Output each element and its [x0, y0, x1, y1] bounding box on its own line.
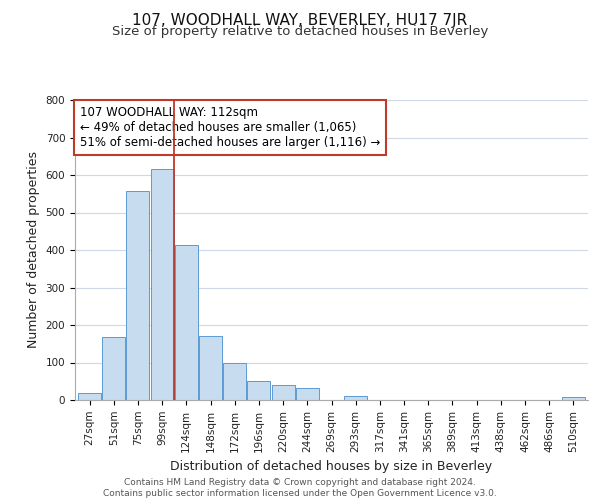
Y-axis label: Number of detached properties: Number of detached properties	[27, 152, 40, 348]
Text: Size of property relative to detached houses in Beverley: Size of property relative to detached ho…	[112, 25, 488, 38]
Text: Contains HM Land Registry data © Crown copyright and database right 2024.
Contai: Contains HM Land Registry data © Crown c…	[103, 478, 497, 498]
X-axis label: Distribution of detached houses by size in Beverley: Distribution of detached houses by size …	[170, 460, 493, 473]
Bar	[296, 388, 319, 400]
Bar	[199, 336, 222, 400]
Bar	[272, 385, 295, 400]
Bar	[127, 190, 149, 400]
Text: 107 WOODHALL WAY: 112sqm
← 49% of detached houses are smaller (1,065)
51% of sem: 107 WOODHALL WAY: 112sqm ← 49% of detach…	[80, 106, 380, 149]
Bar	[102, 337, 125, 400]
Bar	[562, 398, 585, 400]
Text: 107, WOODHALL WAY, BEVERLEY, HU17 7JR: 107, WOODHALL WAY, BEVERLEY, HU17 7JR	[133, 12, 467, 28]
Bar	[151, 169, 173, 400]
Bar	[344, 396, 367, 400]
Bar	[247, 381, 271, 400]
Bar	[78, 392, 101, 400]
Bar	[223, 362, 246, 400]
Bar	[175, 245, 198, 400]
